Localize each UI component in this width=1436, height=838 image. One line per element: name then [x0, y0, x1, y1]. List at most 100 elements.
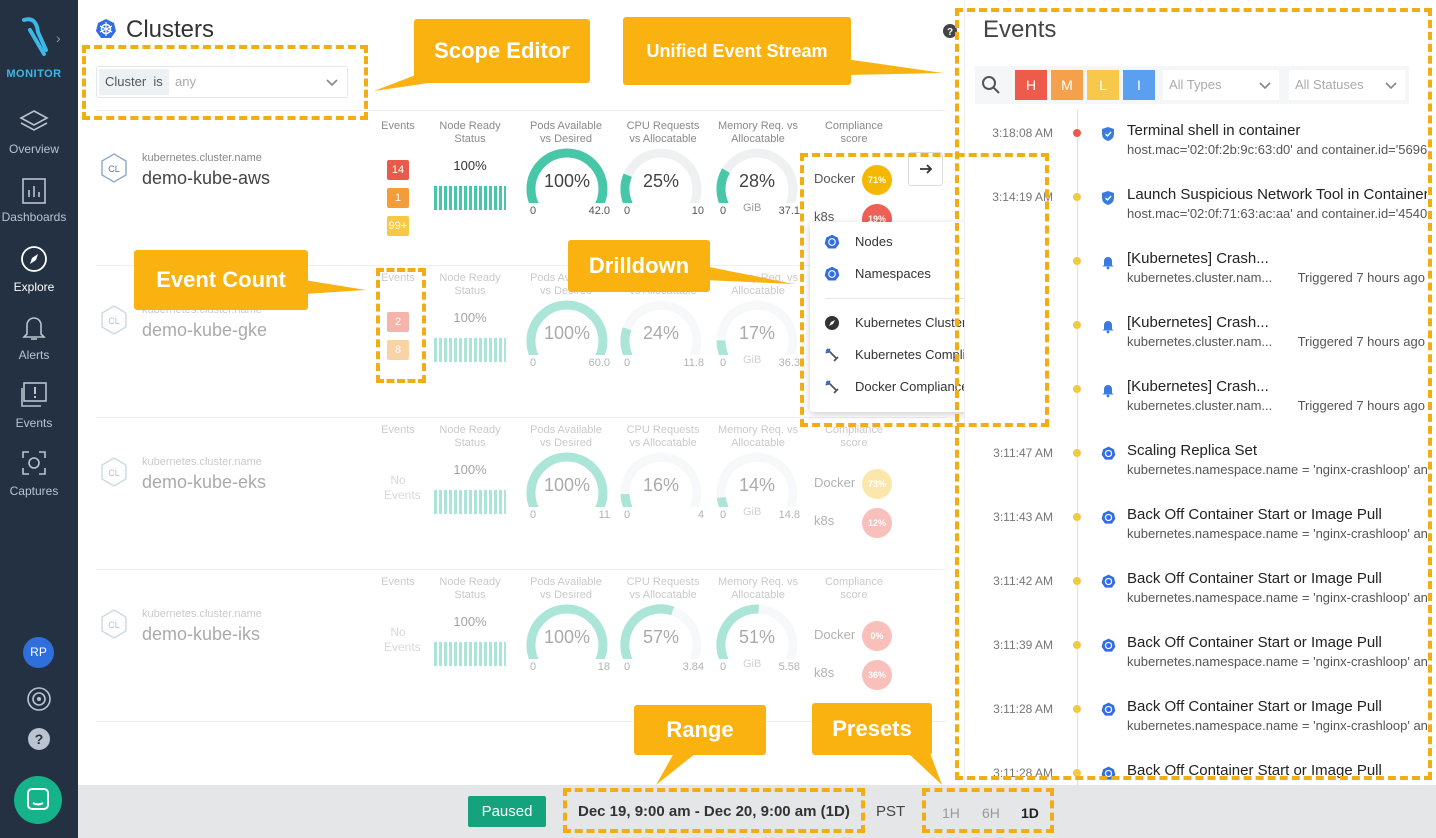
node-ready-header: Node Ready Status — [430, 120, 510, 146]
sidebar-item-captures[interactable]: Captures — [0, 448, 68, 498]
gauge-max: 4 — [697, 509, 704, 521]
node-ready-percent: 100% — [453, 158, 487, 173]
app-logo[interactable]: › — [0, 14, 78, 63]
event-item[interactable]: 3:11:47 AM Scaling Replica Set kubernetes.… — [965, 442, 1436, 509]
gauge-percent: 25% — [642, 171, 680, 191]
preset-1d[interactable]: 1D — [1021, 805, 1039, 821]
k8s-compliance-badge[interactable]: 12% — [862, 508, 892, 538]
event-count-badge[interactable]: 2 — [387, 312, 409, 332]
event-type-select[interactable]: All Types — [1163, 70, 1279, 100]
search-icon[interactable] — [981, 75, 1001, 95]
gauge-max: 37.1 — [778, 205, 800, 217]
memory-gauge: 17% 0 GiB 36.3 — [714, 299, 800, 370]
sidebar-item-overview[interactable]: Overview — [0, 108, 68, 156]
event-count-badge[interactable]: 99+ — [387, 216, 409, 236]
event-item[interactable]: 3:18:08 AM Terminal shell in container hos… — [965, 122, 1436, 189]
paused-button[interactable]: Paused — [468, 796, 546, 827]
docker-compliance-badge[interactable]: 0% — [862, 621, 892, 651]
k8s-compliance-badge[interactable]: 36% — [862, 660, 892, 690]
integrations-icon[interactable] — [26, 686, 52, 712]
chevron-down-icon — [1385, 82, 1397, 90]
event-type-value: All Types — [1169, 77, 1222, 92]
events-title: Events — [983, 16, 1057, 43]
event-status-select[interactable]: All Statuses — [1289, 70, 1405, 100]
time-range[interactable]: Dec 19, 9:00 am - Dec 20, 9:00 am (1D) — [578, 803, 850, 820]
event-item[interactable]: 3:11:28 AM Back Off Container Start or Im… — [965, 698, 1436, 765]
scope-field-tag[interactable]: Cluster is — [99, 69, 169, 95]
gauge-percent: 100% — [543, 323, 591, 343]
cluster-hex-icon: CL — [101, 457, 127, 487]
node-ready-header-line: Status — [454, 285, 486, 297]
memory-header-line: Allocatable — [731, 589, 785, 601]
chevron-down-icon[interactable] — [325, 75, 339, 89]
docker-compliance-label: Docker — [814, 627, 856, 642]
cluster-row[interactable]: CL kubernetes.cluster.name demo-kube-eks Ev… — [96, 419, 946, 569]
severity-low-toggle[interactable]: L — [1087, 70, 1119, 100]
event-item[interactable]: 3:11:39 AM Back Off Container Start or Im… — [965, 634, 1436, 701]
layers-icon — [19, 110, 49, 131]
sidebar-item-alerts[interactable]: Alerts — [0, 312, 68, 362]
event-item[interactable]: 3:11:42 AM Back Off Container Start or Im… — [965, 570, 1436, 637]
sidebar-item-label: Events — [15, 416, 53, 430]
event-count-badge[interactable]: 14 — [387, 160, 409, 180]
gauge-max: 36.3 — [778, 357, 800, 369]
event-name: Launch Suspicious Network Tool in Contai… — [1127, 186, 1427, 203]
cluster-row[interactable]: CL kubernetes.cluster.name demo-kube-aws Ev… — [96, 115, 946, 265]
gauge-min: 0 — [624, 509, 631, 521]
event-item[interactable]: 3:14:19 AM Launch Suspicious Network Tool… — [965, 186, 1436, 253]
cluster-name[interactable]: demo-kube-gke — [142, 320, 268, 340]
time-navigation-bar: Paused Dec 19, 9:00 am - Dec 20, 9:00 am… — [78, 785, 1436, 838]
cluster-name[interactable]: demo-kube-aws — [142, 168, 271, 188]
sidebar-item-events[interactable]: Events — [0, 380, 68, 430]
chat-button[interactable] — [14, 776, 62, 824]
severity-high-toggle[interactable]: H — [1015, 70, 1047, 100]
event-time: 3:11:28 AM — [993, 702, 1053, 716]
no-events-line: No — [390, 473, 406, 487]
scope-value[interactable]: any — [175, 74, 196, 89]
svg-text:CL: CL — [108, 468, 120, 478]
event-item[interactable]: 3:11:43 AM Back Off Container Start or Im… — [965, 506, 1436, 573]
sidebar-item-explore[interactable]: Explore — [0, 244, 68, 294]
cluster-name[interactable]: demo-kube-iks — [142, 624, 261, 644]
preset-6h[interactable]: 6H — [982, 805, 1000, 821]
scope-editor[interactable]: Cluster is any — [96, 66, 348, 98]
cluster-row[interactable]: CL kubernetes.cluster.name demo-kube-gke Ev… — [96, 267, 946, 417]
preset-1h[interactable]: 1H — [942, 805, 960, 821]
severity-info-toggle[interactable]: I — [1123, 70, 1155, 100]
report-icon — [825, 348, 839, 362]
callout-label: Unified Event Stream — [646, 41, 828, 61]
cluster-row[interactable]: CL kubernetes.cluster.name demo-kube-iks Ev… — [96, 571, 946, 721]
memory-header-line: Memory Req. vs — [717, 576, 799, 588]
drilldown-button[interactable] — [908, 152, 943, 186]
event-item[interactable]: [Kubernetes] Crash... kubernetes.cluster.… — [965, 378, 1436, 445]
event-status-value: All Statuses — [1295, 77, 1364, 92]
docker-compliance-badge[interactable]: 71% — [862, 165, 892, 195]
event-count-badge[interactable]: 8 — [387, 340, 409, 360]
help-icon[interactable]: ? — [27, 727, 51, 751]
help-icon[interactable]: ? — [943, 24, 957, 38]
compliance-header-line: score — [840, 589, 868, 601]
event-item[interactable]: [Kubernetes] Crash... kubernetes.cluster.… — [965, 314, 1436, 381]
gauge-fill — [526, 604, 608, 674]
event-item[interactable]: [Kubernetes] Crash... kubernetes.cluster.… — [965, 250, 1436, 317]
memory-gauge: 28% 0 GiB 37.1 — [714, 147, 800, 218]
memory-header-line: Memory Req. vs — [717, 424, 799, 436]
gauge-max: 18 — [597, 661, 610, 673]
severity-medium-toggle[interactable]: M — [1051, 70, 1083, 100]
sidebar-item-dashboards[interactable]: Dashboards — [0, 178, 68, 224]
cpu-gauge: 25% 0 10 — [618, 147, 704, 218]
event-description: host.mac='02:0f:71:63:ac:aa' and contain… — [1127, 206, 1427, 221]
cluster-name[interactable]: demo-kube-eks — [142, 472, 267, 492]
docker-compliance-badge[interactable]: 73% — [862, 469, 892, 499]
docker-compliance-label: Docker — [814, 171, 856, 186]
event-item[interactable]: 3:11:28 AM Back Off Container Start or Im… — [965, 762, 1436, 785]
cpu-gauge: 24% 0 11.8 — [618, 299, 704, 370]
divider — [96, 265, 946, 266]
user-avatar[interactable]: RP — [23, 637, 54, 668]
expand-chevron-icon[interactable]: › — [56, 30, 61, 46]
monitor-logo-icon — [22, 17, 48, 56]
cluster-label: kubernetes.cluster.name — [142, 608, 262, 620]
scope-field: Cluster — [105, 74, 147, 89]
event-count-badge[interactable]: 1 — [387, 188, 409, 208]
